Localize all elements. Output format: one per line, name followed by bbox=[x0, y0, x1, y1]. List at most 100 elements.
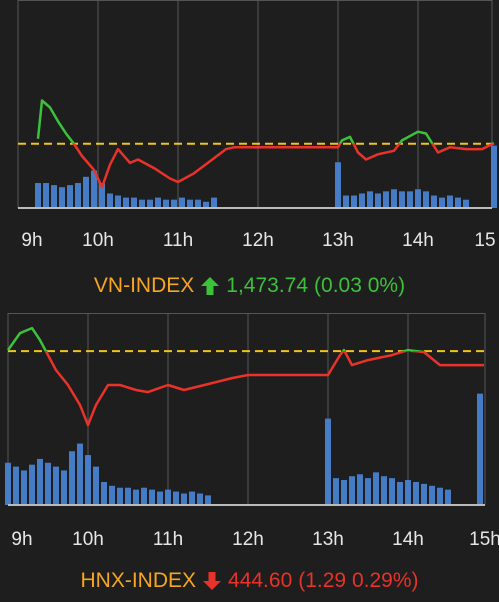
arrow-shape bbox=[203, 572, 222, 590]
price-line bbox=[36, 99, 495, 189]
volume-bar bbox=[383, 191, 389, 208]
index-summary: HNX-INDEX 444.60 (1.29 0.29%) bbox=[0, 569, 499, 593]
direction-arrow bbox=[201, 277, 220, 295]
volume-bar bbox=[53, 466, 59, 505]
volume-bar bbox=[13, 466, 19, 505]
volume-bar bbox=[359, 193, 365, 208]
volume-bar bbox=[109, 485, 115, 505]
volume-bar bbox=[365, 478, 371, 505]
volume-bar bbox=[405, 480, 411, 505]
volume-bar bbox=[37, 458, 43, 505]
volume-bar bbox=[423, 191, 429, 208]
volume-bar bbox=[179, 197, 185, 208]
volume-bar bbox=[85, 455, 91, 505]
volume-bar bbox=[187, 199, 193, 208]
volume-bar bbox=[477, 393, 483, 505]
x-tick-label: 12h bbox=[232, 529, 264, 550]
volume-bar bbox=[107, 193, 113, 208]
volume-bar bbox=[381, 476, 387, 505]
volume-bar bbox=[181, 493, 187, 505]
volume-bar bbox=[75, 183, 81, 208]
x-tick-label: 12h bbox=[242, 230, 274, 251]
volume-bar bbox=[83, 176, 89, 208]
volume-bar bbox=[463, 199, 469, 208]
volume-bar bbox=[61, 470, 67, 505]
x-tick-label: 11h bbox=[163, 230, 193, 251]
x-tick-label: 14h bbox=[402, 230, 434, 251]
volume-bar bbox=[157, 491, 163, 505]
volume-bar bbox=[429, 485, 435, 505]
volume-bar bbox=[391, 189, 397, 208]
volume-bar bbox=[445, 489, 451, 505]
volume-bar bbox=[189, 491, 195, 505]
volume-bar bbox=[163, 199, 169, 208]
volume-bar bbox=[421, 483, 427, 505]
price-line bbox=[6, 326, 484, 427]
volume-bar bbox=[125, 487, 131, 505]
volume-bar bbox=[35, 183, 41, 208]
volume-bar bbox=[437, 487, 443, 505]
volume-bar bbox=[205, 495, 211, 505]
volume-bar bbox=[413, 481, 419, 505]
volume-bar bbox=[133, 489, 139, 505]
volume-bar bbox=[325, 418, 331, 505]
volume-bar bbox=[415, 189, 421, 208]
index-summary: VN-INDEX 1,473.74 (0.03 0%) bbox=[0, 274, 499, 298]
volume-bar bbox=[173, 491, 179, 505]
index-price: 1,473.74 bbox=[226, 274, 309, 297]
volume-bar bbox=[115, 195, 121, 208]
volume-bar bbox=[197, 493, 203, 505]
volume-bar bbox=[77, 443, 83, 505]
volume-bar bbox=[447, 195, 453, 208]
volume-bar bbox=[349, 476, 355, 505]
volume-bar bbox=[43, 183, 49, 208]
volume-bar bbox=[165, 489, 171, 505]
volume-bar bbox=[117, 487, 123, 505]
volume-bar bbox=[29, 464, 35, 505]
volume-bar bbox=[367, 191, 373, 208]
volume-bar bbox=[131, 197, 137, 208]
volume-bar bbox=[203, 201, 209, 208]
x-tick-label: 13h bbox=[322, 230, 354, 251]
index-name: HNX-INDEX bbox=[80, 569, 197, 592]
x-tick-label: 9h bbox=[11, 529, 32, 550]
volume-bar bbox=[171, 199, 177, 208]
volume-bar bbox=[99, 183, 105, 208]
volume-bar bbox=[335, 162, 341, 208]
volume-bar bbox=[45, 462, 51, 505]
volume-bar bbox=[101, 481, 107, 505]
x-tick-label: 14h bbox=[392, 529, 424, 550]
volume-bar bbox=[351, 195, 357, 208]
x-tick-label: 9h bbox=[21, 230, 42, 251]
volume-bar bbox=[123, 197, 129, 208]
volume-bar bbox=[93, 466, 99, 505]
volume-bar bbox=[141, 487, 147, 505]
volume-bar bbox=[431, 195, 437, 208]
volume-bar bbox=[399, 191, 405, 208]
volume-bar bbox=[375, 193, 381, 208]
volume-bar bbox=[333, 478, 339, 505]
x-tick-label: 10h bbox=[82, 230, 114, 251]
x-tick-label: 10h bbox=[72, 529, 104, 550]
volume-bar bbox=[357, 474, 363, 505]
volume-bar bbox=[5, 462, 11, 505]
volume-bar bbox=[51, 185, 57, 208]
volume-bar bbox=[407, 191, 413, 208]
x-tick-label: 11h bbox=[153, 529, 183, 550]
volume-bar bbox=[389, 478, 395, 505]
volume-bar bbox=[195, 199, 201, 208]
volume-bar bbox=[491, 145, 497, 208]
index-name: VN-INDEX bbox=[93, 274, 195, 297]
volume-bar bbox=[341, 480, 347, 505]
volume-bar bbox=[69, 451, 75, 505]
volume-bar bbox=[397, 481, 403, 505]
volume-bar bbox=[155, 197, 161, 208]
x-tick-label: 15h bbox=[469, 529, 499, 550]
volume-bar bbox=[59, 187, 65, 208]
volume-bar bbox=[211, 197, 217, 208]
volume-bar bbox=[455, 197, 461, 208]
volume-bar bbox=[67, 185, 73, 208]
volume-bar bbox=[343, 195, 349, 208]
